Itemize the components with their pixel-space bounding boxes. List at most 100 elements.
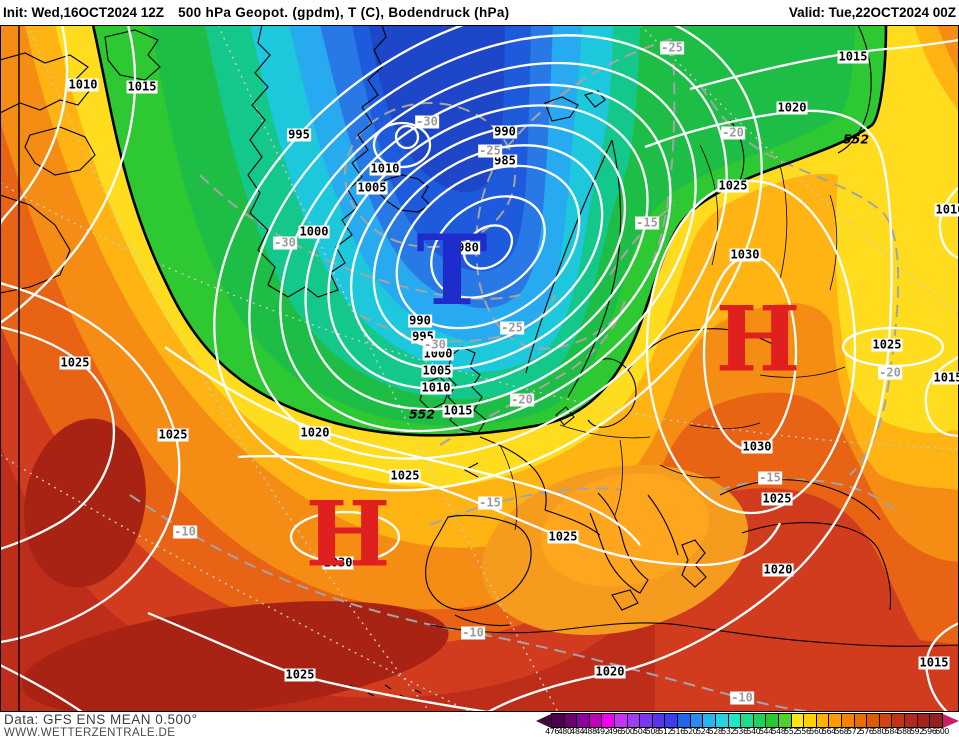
colorbar-tick: 564 — [821, 727, 836, 736]
pressure-contour-label: 1020 — [299, 425, 331, 440]
pressure-contour-label: 990 — [493, 124, 517, 139]
pressure-contour-label: 980 — [456, 240, 480, 255]
colorbar-cell — [728, 714, 742, 727]
pressure-contour-label: 1015 — [932, 371, 959, 385]
pressure-contour-label: 1005 — [356, 180, 388, 195]
pressure-contour-label: 1020 — [762, 562, 794, 577]
colorbar-cell — [703, 714, 716, 727]
colorbar-cell — [615, 714, 628, 727]
colorbar-tick: 572 — [847, 727, 861, 736]
colorbar-tick: 532 — [721, 727, 736, 736]
temperature-contour-label: -10 — [173, 524, 197, 539]
graticule-lines — [0, 25, 959, 712]
geopotential-552-label: 552 — [408, 406, 436, 422]
pressure-contour-label: 1015 — [442, 403, 474, 418]
colorbar-tick: 492 — [595, 727, 610, 736]
pressure-contour-label: 1025 — [389, 468, 421, 483]
colorbar-tick: 528 — [708, 727, 723, 736]
colorbar-tick: 596 — [922, 727, 937, 736]
temperature-contour-label: -15 — [478, 495, 502, 510]
temperature-contour-label: -15 — [758, 470, 782, 485]
colorbar-tick: 520 — [683, 727, 698, 736]
colorbar-cell — [879, 714, 893, 727]
temperature-contour-label: -25 — [500, 320, 524, 335]
colorbar-cell — [564, 714, 578, 727]
colorbar-cell — [577, 714, 590, 727]
colorbar-cell — [665, 714, 679, 727]
temperature-contour-label: -30 — [423, 337, 447, 352]
colorbar-tick: 576 — [859, 727, 874, 736]
map-footer: Data: GFS ENS MEAN 0.500° WWW.WETTERZENT… — [0, 712, 959, 741]
temperature-contour-label: -20 — [721, 125, 745, 140]
pressure-contour-label: 1025 — [547, 529, 579, 544]
pressure-contour-label: 1010 — [67, 77, 99, 92]
colorbar-cell — [766, 714, 779, 727]
colorbar-cell — [690, 714, 704, 727]
colorbar-tick: 508 — [645, 727, 660, 736]
colorbar-tick: 568 — [834, 727, 849, 736]
geopotential-field — [0, 25, 959, 712]
colorbar-left-arrow-icon — [536, 713, 551, 728]
colorbar-cell — [930, 714, 942, 727]
colorbar-tick: 584 — [884, 727, 899, 736]
colorbar-cell — [804, 714, 817, 727]
colorbar-cells — [551, 713, 943, 728]
colorbar-tick: 536 — [733, 727, 748, 736]
colorbar-cell — [829, 714, 843, 727]
pressure-contour-label: 1025 — [717, 178, 749, 193]
colorbar-tick: 544 — [758, 727, 773, 736]
colorbar-tick: 484 — [570, 727, 585, 736]
colorbar-tick: 476 — [545, 727, 559, 736]
colorbar-cell — [892, 714, 906, 727]
colorbar-cell — [652, 714, 666, 727]
pressure-contour-label: 990 — [408, 313, 432, 328]
pressure-contour-label: 1005 — [421, 363, 453, 378]
pressure-contour-label: 1015 — [126, 79, 158, 94]
valid-time-label: Valid: Tue,22OCT2024 00Z — [788, 5, 956, 20]
pressure-contour-label: 1025 — [761, 491, 793, 506]
colorbar-cell — [640, 714, 653, 727]
colorbar-cell — [917, 714, 931, 727]
website-label: WWW.WETTERZENTRALE.DE — [4, 727, 176, 739]
pressure-contour-label: 1010 — [934, 203, 959, 217]
pressure-contour-label: 1030 — [729, 247, 761, 262]
colorbar-tick: 480 — [557, 727, 572, 736]
colorbar-cell — [715, 714, 729, 727]
temperature-contour-label: -10 — [730, 690, 754, 705]
colorbar-tick: 496 — [608, 727, 622, 736]
map-canvas — [0, 25, 959, 712]
pressure-contour-label: 995 — [287, 127, 311, 142]
colorbar-cell — [678, 714, 691, 727]
boundary-552-line — [91, 25, 888, 437]
pressure-contour-label: 1000 — [298, 224, 330, 239]
colorbar-cell — [589, 714, 603, 727]
colorbar-tick: 488 — [582, 727, 597, 736]
pressure-contour-label: 1030 — [741, 439, 773, 454]
pressure-contour-label: 1025 — [59, 355, 91, 370]
pressure-contour-label: 1025 — [284, 667, 316, 682]
temperature-contour-label: -20 — [878, 365, 902, 380]
pressure-contour-label: 1025 — [157, 427, 189, 442]
colorbar-cell — [842, 714, 855, 727]
colorbar-tick: 504 — [633, 727, 647, 736]
geopotential-colorbar: 476 480 484 488 492 496 500 504 508 512 516 520 524 5… — [536, 713, 959, 740]
pressure-contour-label: 1015 — [837, 49, 869, 64]
init-time-label: Init: Wed,16OCT2024 12Z — [3, 5, 165, 20]
colorbar-tick: 512 — [658, 727, 673, 736]
colorbar-tick: 556 — [796, 727, 811, 736]
colorbar-cell — [627, 714, 641, 727]
pressure-contour-label: 1015 — [918, 655, 950, 670]
colorbar-cell — [741, 714, 754, 727]
colorbar-cell — [753, 714, 767, 727]
temperature-contour-label: -30 — [415, 114, 439, 129]
colorbar-cell — [791, 714, 805, 727]
pressure-contour-label: 1010 — [369, 161, 401, 176]
colorbar-tick: 552 — [784, 727, 798, 736]
colorbar-cell — [778, 714, 792, 727]
temperature-contour-label: -15 — [635, 215, 659, 230]
colorbar-tick: 516 — [670, 727, 685, 736]
temperature-contour-label: -25 — [478, 143, 502, 158]
weather-map: 1010 1015 995 1010 1005 1000 990 985 980 990 995 10… — [0, 25, 959, 712]
temperature-contour-label: -30 — [273, 235, 297, 250]
colorbar-tick: 500 — [620, 727, 635, 736]
